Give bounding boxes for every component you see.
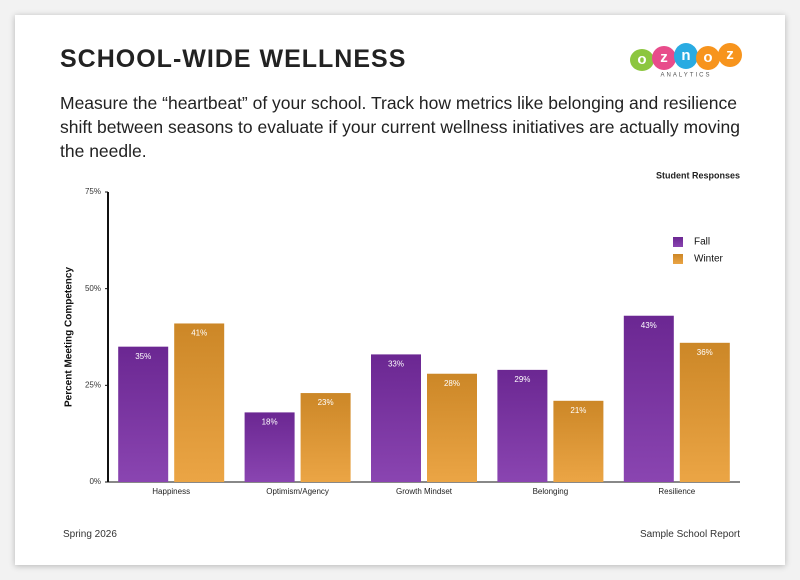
y-tick-label: 0% [89, 477, 101, 486]
x-tick-label: Optimism/Agency [266, 487, 329, 496]
bar [118, 346, 169, 482]
logo-blob [630, 49, 654, 71]
y-tick-label: 25% [85, 380, 101, 389]
x-tick-label: Growth Mindset [396, 487, 453, 496]
title: SCHOOL-WIDE WELLNESS [60, 45, 407, 73]
footer-right: Sample School Report [639, 529, 740, 540]
y-tick-label: 50% [85, 284, 101, 293]
logo-letter: z [726, 46, 734, 63]
legend-label: Fall [694, 237, 710, 248]
bar [623, 315, 674, 482]
value-label: 35% [135, 352, 151, 361]
value-label: 18% [262, 418, 278, 427]
legend-swatch [673, 237, 683, 247]
logo-letter: o [703, 49, 712, 66]
bar [553, 400, 604, 482]
logo-blob [696, 46, 720, 70]
value-label: 36% [697, 348, 713, 357]
legend-label: Winter [694, 254, 724, 265]
logo-letter: z [660, 49, 668, 66]
bar [371, 354, 421, 482]
logo-blob [718, 43, 742, 67]
value-label: 41% [191, 329, 207, 338]
value-label: 23% [318, 398, 334, 407]
bar [679, 342, 730, 482]
chart-title: Student Responses [656, 170, 740, 180]
bar [244, 412, 295, 482]
value-label: 29% [514, 375, 530, 384]
logo-letter: n [681, 47, 690, 64]
logo-blob [652, 46, 676, 70]
footer-left: Spring 2026 [63, 529, 117, 540]
logo-letter: o [637, 51, 646, 68]
logo-tagline: ANALYTICS [661, 73, 712, 79]
value-label: 28% [444, 379, 460, 388]
bar [300, 393, 351, 482]
value-label: 21% [570, 406, 586, 415]
legend-swatch [673, 254, 683, 264]
description: Measure the “heartbeat” of your school. … [60, 93, 740, 161]
x-tick-label: Resilience [658, 487, 695, 496]
logo [630, 43, 742, 71]
value-label: 43% [641, 321, 657, 330]
bar [174, 323, 225, 482]
logo-blob [674, 43, 698, 69]
bar [497, 369, 548, 482]
x-tick-label: Belonging [533, 487, 569, 496]
bar [427, 373, 477, 482]
x-tick-label: Happiness [152, 487, 190, 496]
y-tick-label: 75% [85, 187, 101, 196]
y-axis-label: Percent Meeting Competency [64, 267, 75, 407]
value-label: 33% [388, 360, 404, 369]
